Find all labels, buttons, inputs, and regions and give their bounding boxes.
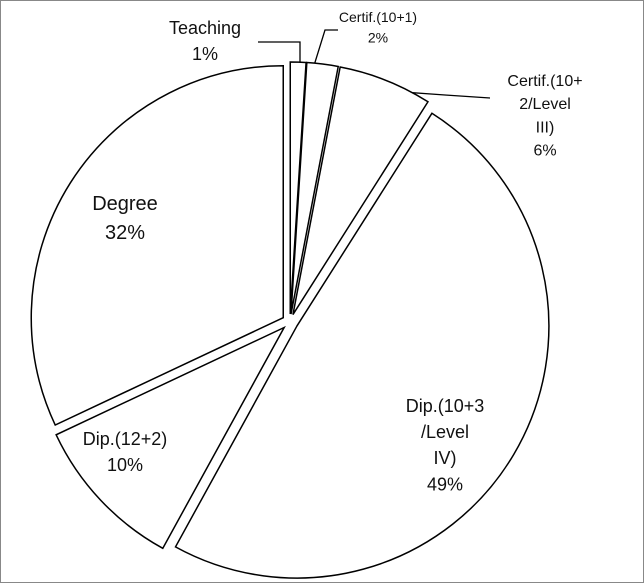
category-line: Certif.(10+1) — [339, 9, 417, 25]
pie-slice — [292, 66, 430, 315]
category-label: Dip.(10+3/Level IV) — [406, 396, 485, 468]
pie-slice — [290, 61, 340, 315]
category-label: Degree — [92, 193, 158, 215]
value-label: 10% — [107, 455, 143, 475]
value-label: 32% — [105, 222, 145, 244]
category-line: IV) — [433, 448, 456, 468]
slice-label: Certif.(10+1) 2% — [339, 9, 417, 45]
value-label: 1% — [192, 44, 218, 64]
value-label: 2% — [368, 29, 388, 45]
value-label: 6% — [533, 143, 556, 160]
category-label: Certif.(10+1) — [339, 9, 417, 25]
slice-label: Dip.(12+2) 10% — [83, 429, 168, 475]
pie-slice — [174, 112, 550, 579]
category-label: Certif.(10+ 2/Level III) — [507, 73, 582, 136]
slice-label: Degree 32% — [92, 193, 158, 244]
category-line: 2/Level — [519, 96, 571, 113]
slice-label: Certif.(10+ 2/Level III) 6% — [507, 73, 582, 160]
category-line: Dip.(10+3 — [406, 396, 485, 416]
value-label: 49% — [427, 474, 463, 494]
pie-slice — [55, 325, 286, 550]
slice-label: Dip.(10+3/Level IV) 49% — [406, 396, 485, 494]
slice-label: Teaching 1% — [169, 18, 241, 64]
pie-slice — [289, 61, 307, 315]
category-line: III) — [536, 119, 555, 136]
category-line: /Level — [421, 422, 469, 442]
category-line: Certif.(10+ — [507, 73, 582, 90]
category-line: Degree — [92, 193, 158, 215]
category-line: Dip.(12+2) — [83, 429, 168, 449]
pie-slice — [30, 64, 284, 427]
category-label: Dip.(12+2) — [83, 429, 168, 449]
leader-line — [311, 29, 338, 73]
category-label: Teaching — [169, 18, 241, 38]
category-line: Teaching — [169, 18, 241, 38]
